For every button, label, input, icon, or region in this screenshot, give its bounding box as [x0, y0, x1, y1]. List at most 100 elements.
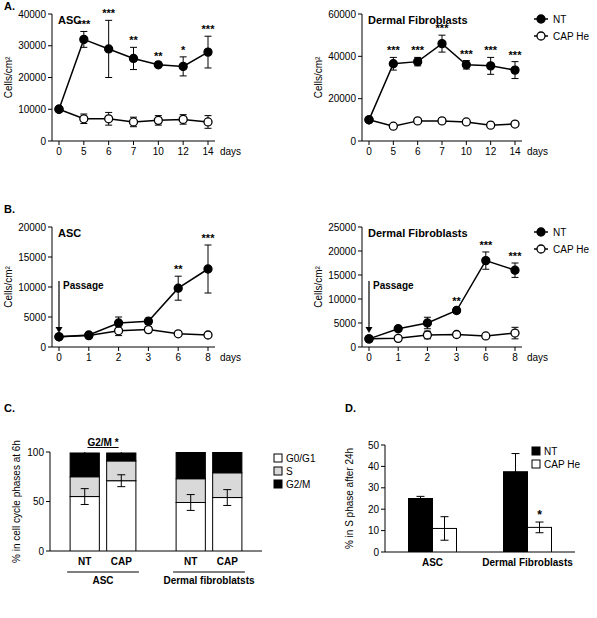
x-tick: [442, 141, 443, 145]
significance: ***: [460, 48, 474, 60]
x-tick: [398, 347, 399, 351]
error-bar: [187, 495, 195, 511]
y-tick: [358, 141, 362, 142]
error-bar: [180, 57, 187, 76]
y-tick: [48, 347, 52, 348]
error-bar: [424, 317, 431, 329]
error-bar: [155, 116, 162, 126]
y-tick: [48, 45, 52, 46]
x-tick-label: 10: [461, 146, 473, 157]
data-point: [487, 62, 495, 70]
significance: ***: [387, 44, 401, 56]
legend-swatch: [532, 447, 540, 455]
significance: ***: [102, 7, 116, 19]
y-tick-label: 10000: [18, 282, 46, 293]
data-point: [105, 45, 113, 53]
plot-marks: [409, 454, 552, 552]
y-tick-label: 0: [350, 342, 356, 353]
legend-swatch: [274, 467, 282, 475]
error-bar: [463, 61, 470, 69]
x-tick-label: 7: [131, 146, 137, 157]
y-tick-label: 20000: [18, 72, 46, 83]
group-label: Dermal fibroblatsts: [163, 575, 255, 586]
data-point: [453, 307, 461, 315]
legend-label: G0/G1: [286, 453, 316, 464]
significance: ***: [484, 44, 498, 56]
legend-label: G2/M: [286, 479, 310, 490]
data-point: [482, 257, 490, 265]
y-tick-label: 0: [373, 547, 379, 558]
x-tick: [88, 347, 89, 351]
x-tick: [515, 141, 516, 145]
series-line: [369, 333, 515, 339]
legend-label: CAP He: [553, 244, 589, 255]
x-tick: [427, 347, 428, 351]
y-tick: [358, 14, 362, 15]
data-point: [394, 325, 402, 333]
y-tick-label: 20: [368, 504, 380, 515]
data-point: [462, 118, 470, 126]
legend-swatch: [274, 480, 282, 488]
x-tick-label: 6: [415, 146, 421, 157]
y-tick-label: 20000: [328, 246, 356, 257]
data-point: [55, 333, 63, 341]
x-tick-label: 6: [106, 146, 112, 157]
data-point: [80, 115, 88, 123]
significance: ***: [411, 44, 425, 56]
y-axis-label: Cells/cm²: [313, 266, 324, 308]
data-point: [423, 331, 431, 339]
x-tick: [59, 347, 60, 351]
x-tick: [369, 347, 370, 351]
y-tick: [48, 287, 52, 288]
significance: *: [537, 508, 542, 522]
error-bar: [80, 114, 87, 124]
y-tick-label: 5000: [24, 312, 47, 323]
group-line: [173, 571, 245, 572]
error-bar: [117, 475, 125, 487]
bar: [409, 499, 433, 553]
y-axis-label: Cells/cm²: [313, 56, 324, 98]
annotation: Passage: [373, 280, 414, 291]
data-point: [511, 329, 519, 337]
x-tick-label: CAP: [217, 556, 238, 567]
x-tick-label: 0: [56, 352, 62, 363]
error-bar: [130, 117, 137, 127]
y-tick-label: 25000: [328, 222, 356, 233]
y-tick-label: 100: [27, 447, 44, 458]
error-bar: [205, 36, 212, 68]
y-tick-label: 20000: [18, 222, 46, 233]
error-bar: [414, 57, 421, 65]
group-label: ASC: [92, 575, 113, 586]
x-tick: [118, 347, 119, 351]
data-point: [462, 61, 470, 69]
x-tick-label: ASC: [422, 557, 443, 568]
error-bar: [417, 496, 425, 500]
data-point: [179, 62, 187, 70]
y-tick-label: 50: [33, 496, 45, 507]
data-point: [130, 54, 138, 62]
error-bar: [512, 454, 520, 490]
y-tick: [48, 227, 52, 228]
plot-marks: [55, 20, 212, 128]
error-bar: [205, 245, 212, 293]
y-tick: [48, 109, 52, 110]
x-tick-label: 0: [366, 146, 372, 157]
significance: **: [154, 50, 163, 62]
arrow-shaft: [368, 281, 369, 328]
error-bar: [223, 452, 231, 460]
x-tick-label: 12: [178, 146, 190, 157]
legend-label: NT: [553, 14, 566, 25]
data-point: [204, 118, 212, 126]
x-tick: [485, 347, 486, 351]
y-tick-label: 0: [40, 136, 46, 147]
error-bar: [482, 252, 489, 269]
error-bar: [512, 263, 519, 277]
legend-label: S: [286, 466, 293, 477]
y-tick: [358, 323, 362, 324]
legend-marker: [537, 245, 545, 253]
y-tick: [381, 509, 385, 510]
y-tick-label: 0: [350, 136, 356, 147]
plot-marks: [70, 452, 242, 551]
legend-marker: [537, 228, 545, 236]
x-tick-label: 7: [439, 146, 445, 157]
